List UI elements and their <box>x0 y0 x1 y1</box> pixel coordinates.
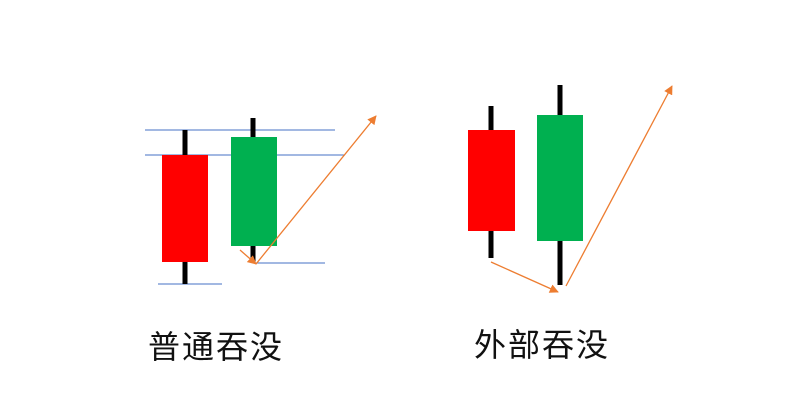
normal-engulfing-caption: 普通吞没 <box>148 328 285 366</box>
bullish-candle <box>231 118 277 262</box>
bearish-candle-body <box>162 155 208 262</box>
outside-engulfing-caption: 外部吞没 <box>474 326 611 364</box>
bearish-candle <box>162 130 208 284</box>
outside-engulfing-panel <box>468 85 673 293</box>
arrow-up-icon <box>255 115 377 265</box>
arrow-down-icon <box>239 249 257 265</box>
arrow-down-icon <box>490 261 559 293</box>
normal-engulfing-panel <box>145 115 377 285</box>
bullish-candle <box>537 85 583 285</box>
arrow-up-icon <box>565 85 673 287</box>
bearish-candle <box>468 106 515 258</box>
bullish-candle-body <box>231 137 277 246</box>
bearish-candle-body <box>468 130 515 231</box>
bullish-candle-body <box>537 115 583 241</box>
